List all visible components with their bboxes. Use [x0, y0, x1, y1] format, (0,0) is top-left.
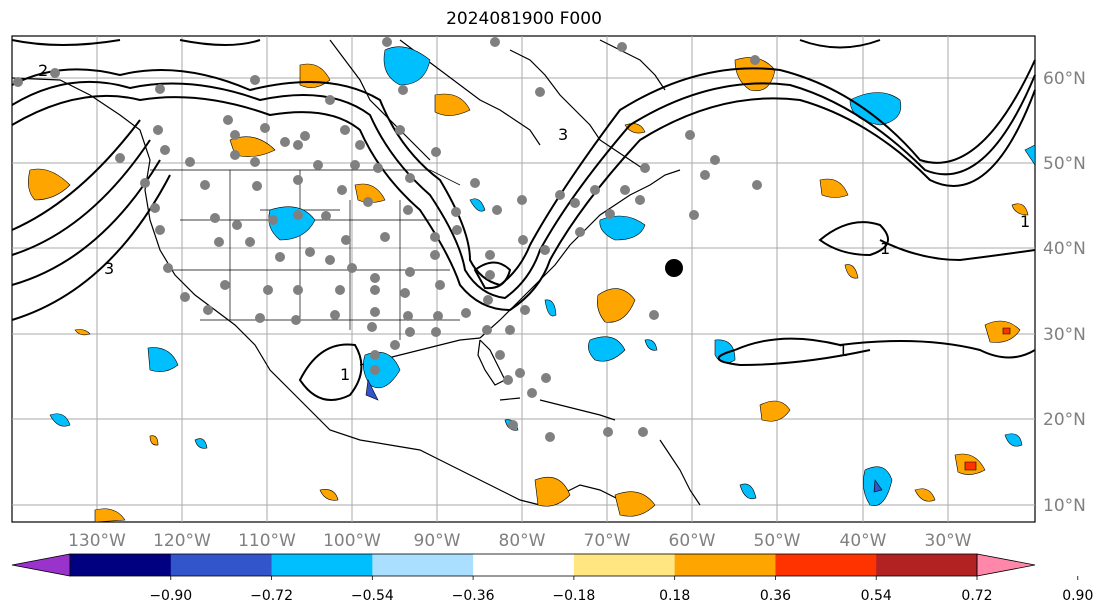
lon-label: 60°W: [669, 531, 716, 551]
lat-label: 60°N: [1043, 69, 1086, 89]
colorbar-extend-low: [11, 553, 71, 577]
colorbar-tick-label: −0.72: [250, 588, 293, 604]
colorbar-tick-label: −0.18: [552, 588, 595, 604]
colorbar-cell: [170, 554, 273, 576]
colorbar-tick-label: 0.18: [659, 588, 690, 604]
latitude-axis: 60°N 50°N 40°N 30°N 20°N 10°N: [1043, 69, 1086, 516]
colorbar-tick-label: 0.72: [961, 588, 992, 604]
lon-label: 40°W: [840, 531, 887, 551]
contour-label: 1: [880, 239, 890, 258]
lon-label: 70°W: [584, 531, 631, 551]
colorbar-extend-high: [976, 553, 1036, 577]
colorbar-tick-label: −0.54: [351, 588, 394, 604]
contour-label: 1: [1020, 212, 1030, 231]
lon-label: 50°W: [754, 531, 801, 551]
colorbar: −0.90 −0.72 −0.54 −0.36 −0.18 0.18 0.36 0.54 0.7…: [11, 553, 1093, 604]
colorbar-cell: [271, 554, 373, 576]
contour-label: 3: [104, 259, 114, 278]
observation-dots: [13, 37, 762, 442]
anomaly-patches: [28, 46, 1036, 523]
colorbar-tick-label: 0.54: [861, 588, 892, 604]
colorbar-tick-label: 0.90: [1062, 588, 1093, 604]
colorbar-cell: [372, 554, 474, 576]
colorbar-cell: [775, 554, 877, 576]
lat-label: 10°N: [1043, 496, 1086, 516]
lat-label: 50°N: [1043, 154, 1086, 174]
graticule: [12, 36, 1035, 522]
contour-label: 3: [558, 125, 568, 144]
colorbar-cell: [573, 554, 676, 576]
borders: [150, 169, 461, 340]
map-panel: 2 3 3 1 1 1 1: [11, 35, 1036, 523]
location-marker: [665, 259, 683, 277]
lon-label: 120°W: [153, 531, 211, 551]
contour-lines: [11, 39, 1036, 401]
contour-label: 1: [838, 341, 848, 360]
contour-label-group: 2 3 3 1 1 1 1: [38, 61, 1030, 384]
lon-label: 130°W: [68, 531, 126, 551]
lon-label: 100°W: [323, 531, 381, 551]
longitude-axis: 130°W 120°W 110°W 100°W 90°W 80°W 70°W 6…: [68, 531, 972, 551]
lon-label: 90°W: [414, 531, 461, 551]
contour-label: 1: [340, 365, 350, 384]
lat-label: 30°N: [1043, 325, 1086, 345]
colorbar-cell: [473, 554, 575, 576]
colorbar-tick-label: 0.36: [760, 588, 791, 604]
lon-label: 30°W: [925, 531, 972, 551]
colorbar-tick-label: −0.90: [149, 588, 192, 604]
lon-label: 80°W: [499, 531, 546, 551]
colorbar-cell: [674, 554, 776, 576]
lat-label: 40°N: [1043, 239, 1086, 259]
colorbar-tick-label: −0.36: [452, 588, 495, 604]
contour-label: 2: [38, 61, 48, 80]
colorbar-cell: [876, 554, 978, 576]
lon-label: 110°W: [238, 531, 296, 551]
map-title: 2024081900 F000: [446, 9, 602, 29]
lat-label: 20°N: [1043, 410, 1086, 430]
colorbar-cell: [70, 554, 172, 576]
